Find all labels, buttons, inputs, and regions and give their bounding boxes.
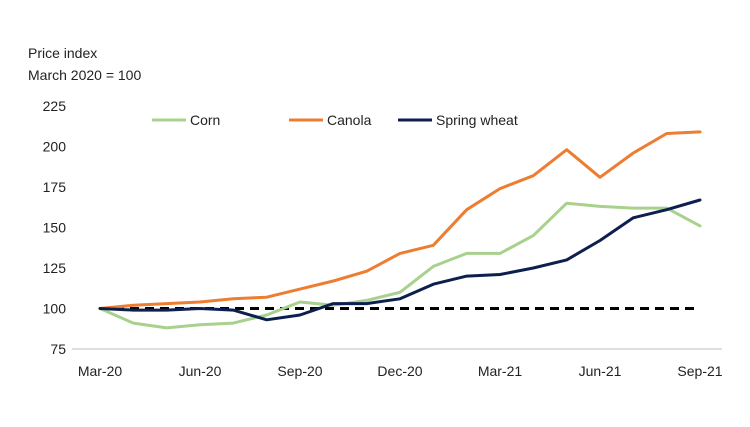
y-tick-label: 125 xyxy=(43,260,67,276)
x-axis-ticks: Mar-20 Jun-20 Sep-20 Dec-20 Mar-21 Jun-21 Sep-… xyxy=(78,363,723,379)
x-tick-label: Dec-20 xyxy=(377,363,422,379)
series-line-corn xyxy=(98,201,702,330)
x-tick-label: Mar-20 xyxy=(78,363,123,379)
y-axis-title-line-2: March 2020 = 100 xyxy=(28,67,141,83)
y-tick-label: 150 xyxy=(43,220,67,236)
x-tick-label: Mar-21 xyxy=(478,363,523,379)
y-tick-label: 225 xyxy=(43,98,67,114)
legend-label-spring-wheat: Spring wheat xyxy=(436,112,518,128)
y-axis-title-line-1: Price index xyxy=(28,45,97,61)
series-line-spring-wheat xyxy=(98,198,702,322)
y-tick-label: 100 xyxy=(43,301,67,317)
y-axis-ticks: 75 100 125 150 175 200 225 xyxy=(43,98,67,357)
series-lines xyxy=(98,130,702,330)
x-tick-label: Jun-20 xyxy=(179,363,222,379)
y-tick-label: 175 xyxy=(43,179,67,195)
series-line-canola xyxy=(98,130,702,310)
x-tick-label: Sep-20 xyxy=(277,363,322,379)
legend-label-canola: Canola xyxy=(327,112,372,128)
y-tick-label: 75 xyxy=(50,341,66,357)
legend-label-corn: Corn xyxy=(190,112,220,128)
x-tick-label: Jun-21 xyxy=(579,363,622,379)
x-tick-label: Sep-21 xyxy=(677,363,722,379)
y-tick-label: 200 xyxy=(43,139,67,155)
legend: Corn Canola Spring wheat xyxy=(152,112,518,128)
